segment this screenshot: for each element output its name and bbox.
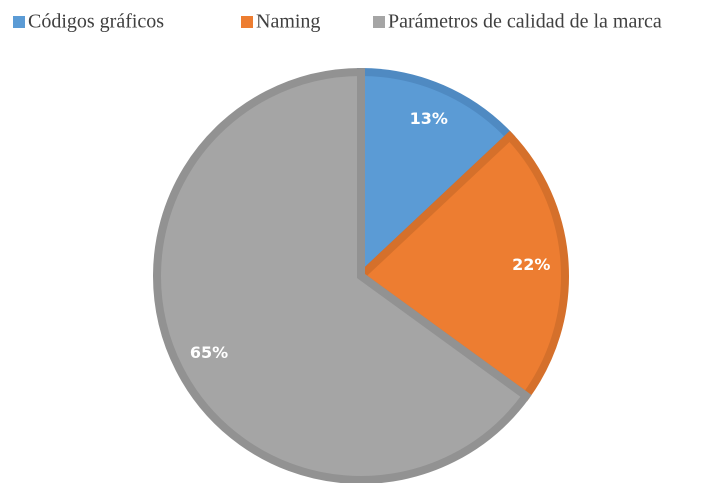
legend-label: Naming xyxy=(256,11,320,33)
data-label: 65% xyxy=(190,343,228,362)
data-label: 13% xyxy=(410,109,448,128)
legend-swatch xyxy=(373,16,385,28)
legend-swatch xyxy=(13,16,25,28)
legend-swatch xyxy=(241,16,253,28)
pie-slice xyxy=(354,130,569,402)
pie-slice xyxy=(357,67,516,286)
legend-label: Códigos gráficos xyxy=(28,11,164,33)
legend-label: Parámetros de calidad de la marca xyxy=(388,11,662,33)
pie-slice xyxy=(153,67,532,483)
data-label: 22% xyxy=(512,255,550,274)
